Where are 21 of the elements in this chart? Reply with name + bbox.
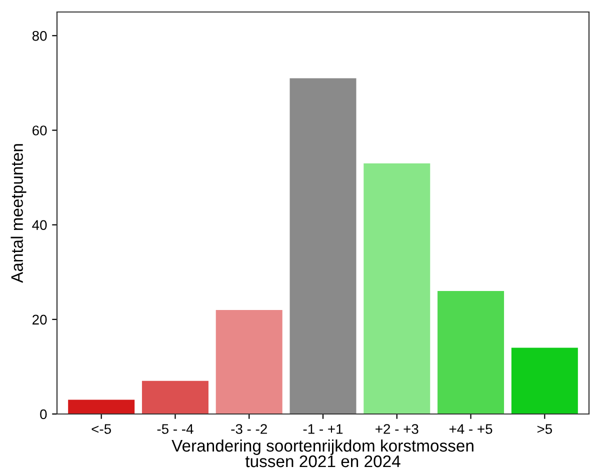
y-tick-label: 0	[40, 409, 47, 420]
y-tick-label: 60	[32, 126, 47, 136]
x-axis-title: Verandering soortenrijkdom korstmossen tussen 2021 en 2024	[172, 439, 474, 468]
y-tick-label: 80	[32, 30, 47, 41]
bar	[290, 78, 356, 414]
y-axis-title: Aantal meetpunten	[10, 144, 26, 283]
x-tick-label: -1 - +1	[303, 424, 343, 434]
y-tick-label: 20	[32, 314, 47, 325]
x-tick-label: -3 - -2	[231, 424, 267, 434]
x-tick-label: +2 - +3	[376, 424, 418, 434]
y-tick-label: 40	[32, 220, 47, 230]
x-tick-label: +4 - +5	[449, 424, 492, 434]
bar	[216, 310, 282, 414]
bar	[68, 400, 135, 414]
bar	[438, 291, 504, 414]
x-tick-label: -5 - -4	[157, 424, 194, 434]
bar	[511, 348, 578, 414]
x-tick-label: >5	[537, 424, 552, 434]
x-tick-label: <-5	[92, 424, 111, 434]
bar	[364, 163, 430, 414]
bar	[142, 380, 208, 414]
